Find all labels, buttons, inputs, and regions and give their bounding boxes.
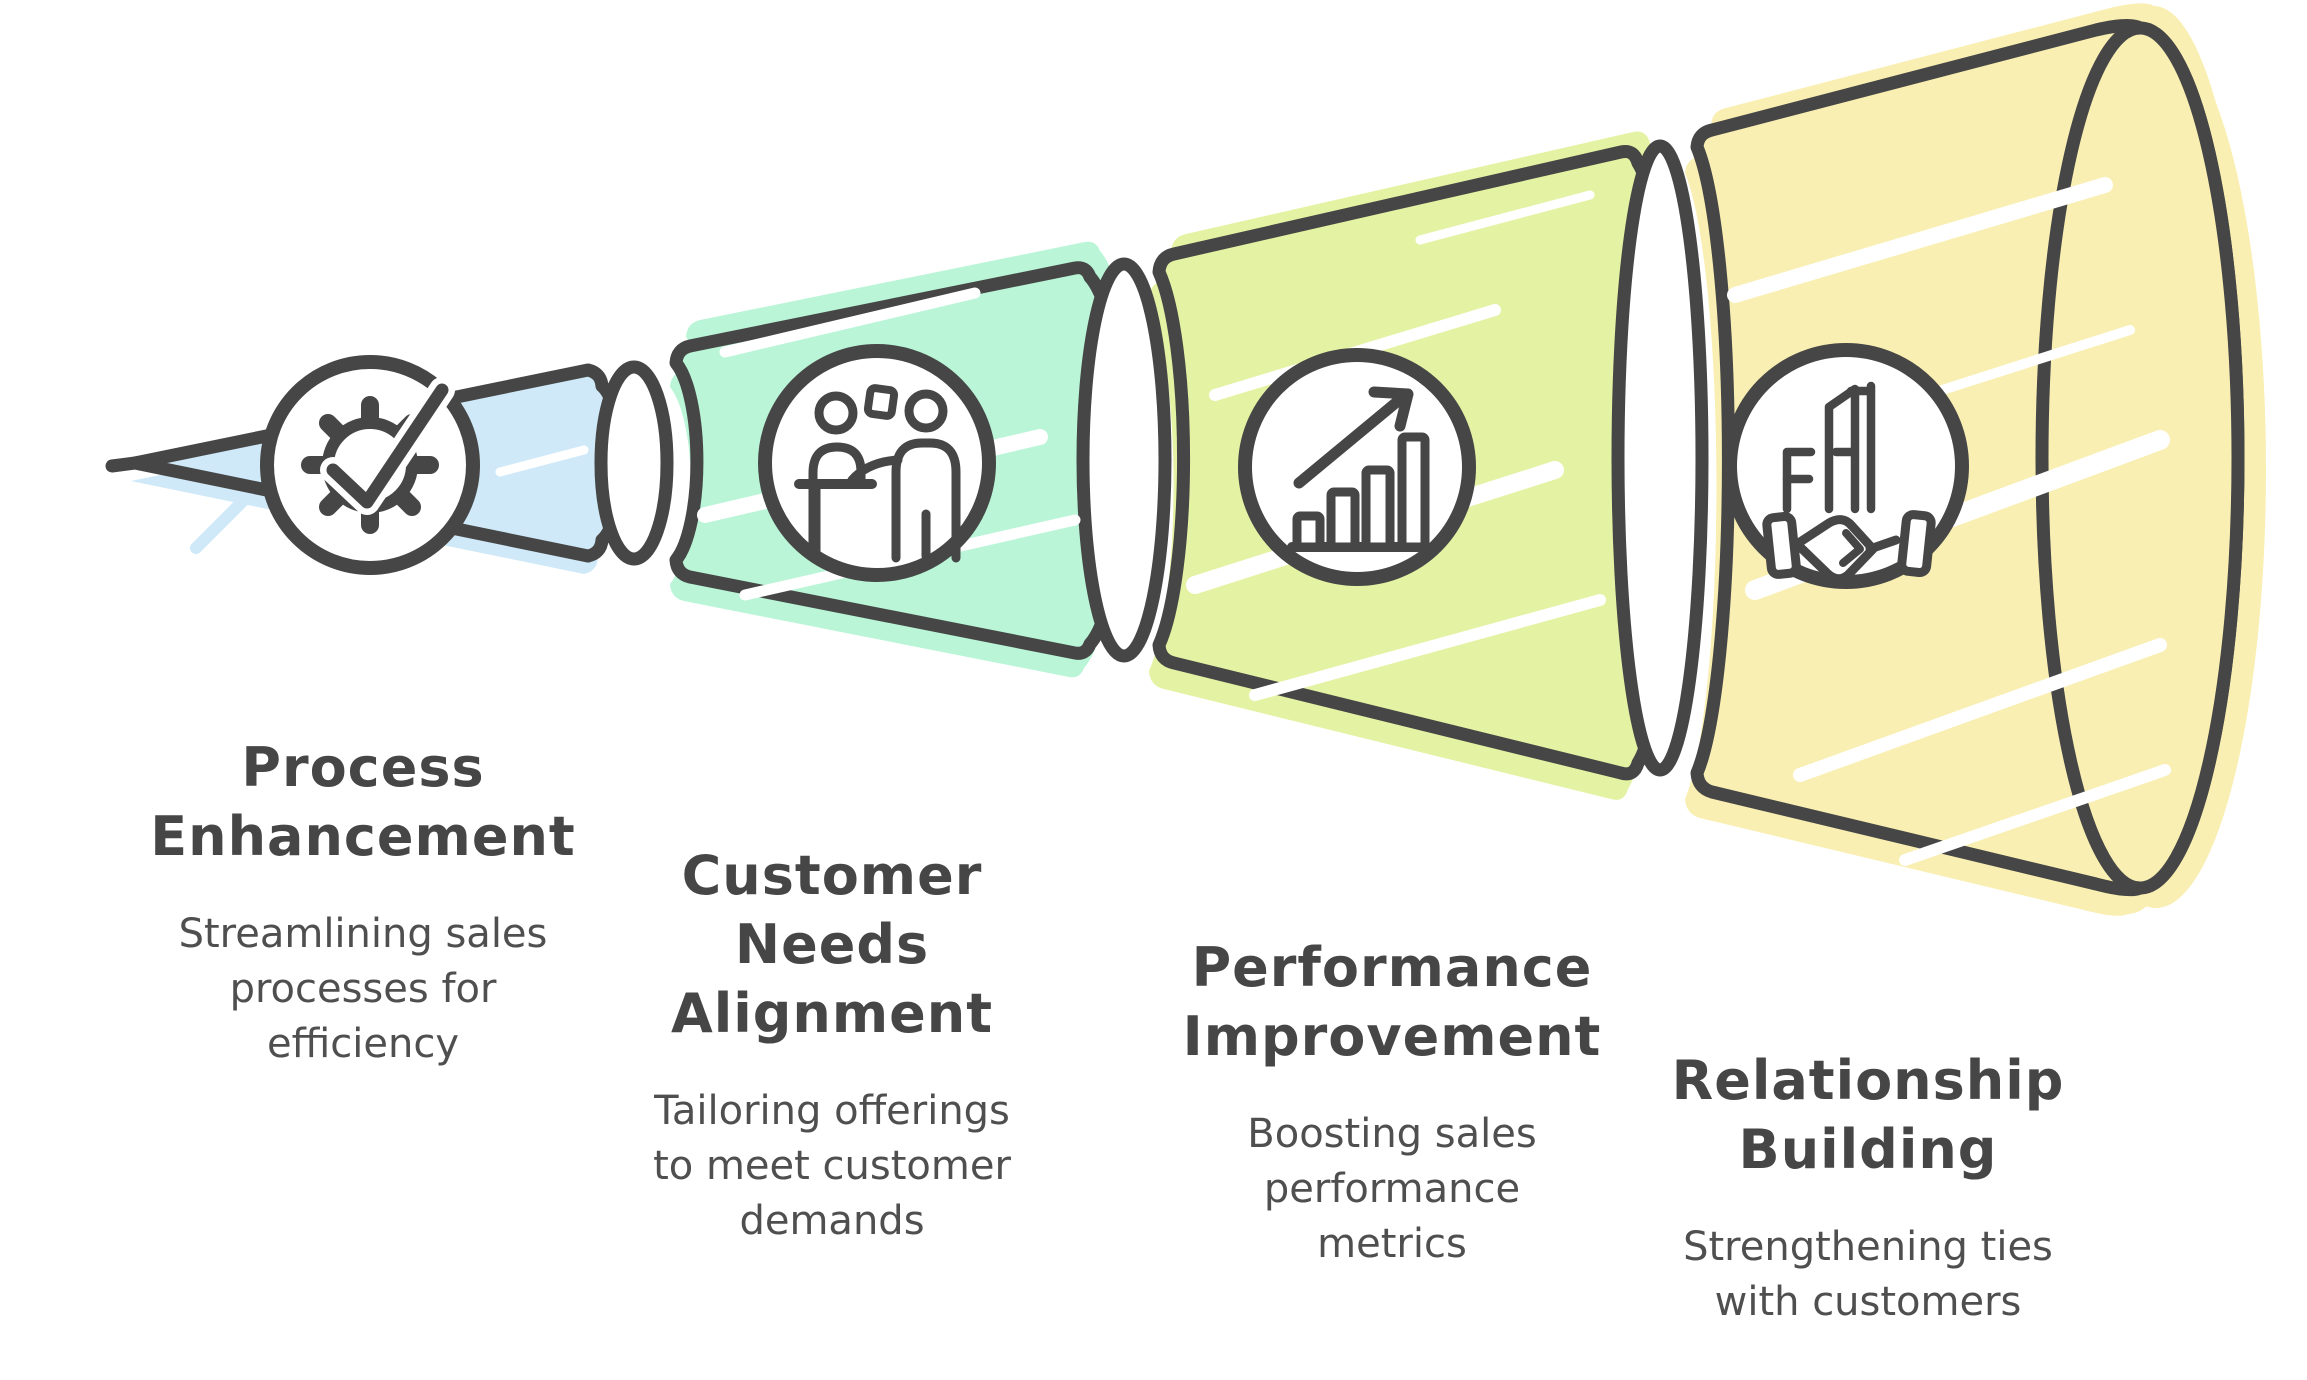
chart-bar-3 [1361,465,1395,552]
stage-title-line: Enhancement [150,805,576,868]
stage-title-line: Alignment [670,982,994,1045]
stage-description-line: to meet customer [653,1143,1011,1189]
chart-bar-1 [1292,511,1325,552]
person-1-head [814,391,858,435]
stage-description-line: performance [1263,1166,1521,1212]
stage-label-customer-needs-alignment: Customer Needs Alignment Tailoring offer… [552,841,1112,1249]
stage-title-line: Needs [734,913,930,976]
chart-bar-4 [1397,432,1430,552]
stage-label-process-enhancement: Process Enhancement Streamlining sales p… [103,733,623,1072]
people-discussion-icon [758,344,996,582]
stage-description-line: Tailoring offerings [654,1088,1010,1134]
chart-bar-2 [1326,487,1360,552]
stage-title-line: Performance [1191,936,1593,999]
stage-title-line: Improvement [1182,1005,1602,1068]
stage-description: Boosting sales performance metrics [1092,1107,1692,1272]
building-handshake-icon [1723,343,1969,589]
building-pole-flag [1846,381,1876,514]
stage-title: Relationship Building [1568,1046,2168,1184]
stage-description-line: Boosting sales [1247,1111,1537,1157]
stage-description-line: efficiency [266,1021,459,1067]
funnel-rim-3 [1611,139,1709,777]
stage-description-line: metrics [1317,1221,1467,1267]
stage-description: Strengthening ties with customers [1568,1220,2168,1330]
funnel-rim-1 [594,360,674,566]
handshake-sleeve-right [1897,510,1936,578]
stage-title: Performance Improvement [1092,933,1692,1071]
handshake-wrist-right [1865,535,1901,554]
person-2-arm [847,455,903,485]
stage-title-line: Process [241,736,485,799]
stage-title-line: Customer [681,844,983,907]
handshake-sleeve-left [1762,511,1801,579]
gear-checkmark-icon [260,355,480,575]
stage-description-line: processes for [229,966,497,1012]
checkmark [326,383,449,509]
funnel-rim-2 [1076,257,1172,663]
stage-label-relationship-building: Relationship Building Strengthening ties… [1568,1046,2168,1330]
handshake-clasp-detail [1839,529,1864,567]
stage-title-line: Relationship [1671,1049,2065,1112]
growth-chart-icon [1238,348,1476,586]
chart-arrow-head [1368,386,1414,432]
building-left [1782,447,1816,514]
stage-description: Tailoring offerings to meet customer dem… [552,1084,1112,1249]
stage-description: Streamlining sales processes for efficie… [103,907,623,1072]
stage-title: Process Enhancement [103,733,623,871]
stage-description-line: demands [739,1198,925,1244]
funnel-bodies [105,25,2238,889]
stage-title-line: Building [1738,1118,1998,1181]
stage-description-line: Strengthening ties [1683,1224,2053,1270]
person-1-body [808,442,866,561]
stage-description-line: Streamlining sales [178,911,548,957]
person-2-head [904,389,948,433]
tip-marker-streak [190,494,250,554]
stage-label-performance-improvement: Performance Improvement Boosting sales p… [1092,933,1692,1272]
speech-bubble [863,384,899,420]
stage-title: Customer Needs Alignment [552,841,1112,1048]
stage-description-line: with customers [1714,1279,2022,1325]
chart-arrow-shaft [1293,390,1410,489]
